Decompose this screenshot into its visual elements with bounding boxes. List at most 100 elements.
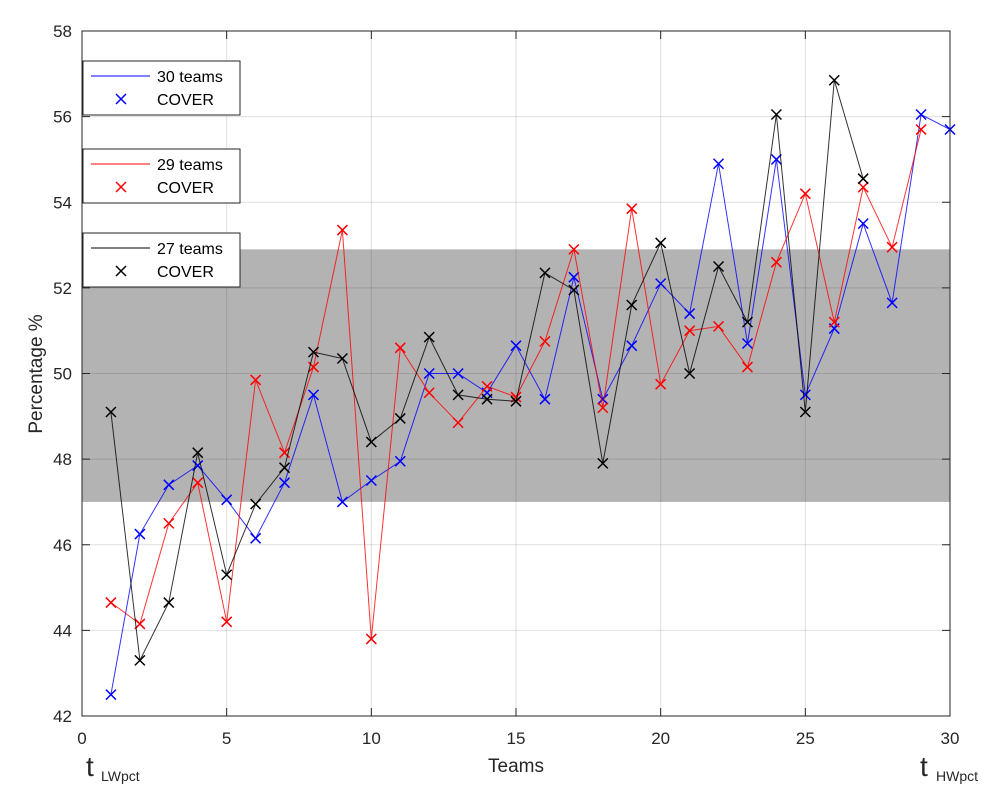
y-tick-label: 54 bbox=[53, 193, 72, 212]
data-point-30-teams bbox=[105, 689, 117, 701]
band-layer bbox=[82, 249, 950, 502]
data-point-29-teams bbox=[770, 256, 782, 268]
y-tick-label: 42 bbox=[53, 707, 72, 726]
data-point-30-teams bbox=[423, 367, 435, 380]
data-point-27-teams bbox=[597, 457, 609, 469]
legend-marker-swatch bbox=[115, 93, 127, 105]
data-point-30-teams bbox=[886, 297, 898, 309]
confidence-band bbox=[82, 249, 950, 502]
legend-frame bbox=[82, 60, 241, 116]
data-point-27-teams bbox=[481, 393, 493, 405]
x-annotation-left-sub: LWpct bbox=[101, 768, 140, 784]
data-point-30-teams bbox=[684, 308, 696, 320]
data-point-27-teams bbox=[510, 395, 522, 407]
data-point-27-teams bbox=[857, 173, 869, 185]
data-point-29-teams bbox=[684, 325, 696, 337]
data-point-29-teams bbox=[741, 361, 753, 373]
data-point-29-teams bbox=[539, 335, 551, 347]
data-point-27-teams bbox=[799, 406, 811, 418]
y-tick-label: 48 bbox=[53, 450, 72, 469]
x-tick-label: 5 bbox=[222, 729, 231, 748]
data-point-27-teams bbox=[279, 462, 291, 474]
y-tick-label: 46 bbox=[53, 536, 72, 555]
data-point-30-teams bbox=[770, 153, 782, 165]
data-point-27-teams bbox=[394, 412, 406, 424]
data-point-27-teams bbox=[713, 260, 725, 272]
data-point-29-teams bbox=[336, 224, 348, 236]
data-point-27-teams bbox=[336, 352, 348, 365]
data-point-30-teams bbox=[597, 393, 609, 405]
data-point-29-teams bbox=[713, 320, 725, 332]
data-point-30-teams bbox=[336, 496, 348, 508]
data-point-30-teams bbox=[307, 389, 319, 401]
series-layer bbox=[105, 74, 956, 701]
data-point-27-teams bbox=[134, 654, 146, 666]
x-annotation-left: t LWpct bbox=[86, 751, 140, 784]
legend-frame bbox=[82, 232, 241, 288]
data-point-29-teams bbox=[886, 241, 898, 253]
legend-layer: 30 teams COVER 29 teams COVER 27 teams COVER bbox=[82, 60, 241, 288]
x-tick-label: 10 bbox=[362, 729, 381, 748]
data-point-27-teams bbox=[250, 498, 262, 510]
data-point-27-teams bbox=[568, 284, 580, 296]
y-axis-label: Percentage % bbox=[26, 314, 47, 433]
legend-marker-label: COVER bbox=[157, 180, 214, 197]
data-point-30-teams bbox=[394, 455, 406, 467]
legend-marker-label: COVER bbox=[157, 92, 214, 109]
data-point-27-teams bbox=[828, 74, 840, 86]
data-point-29-teams bbox=[192, 477, 204, 489]
data-point-27-teams bbox=[452, 389, 464, 401]
data-point-29-teams bbox=[799, 188, 811, 200]
legend-box: 30 teams COVER bbox=[82, 60, 241, 116]
data-point-29-teams bbox=[423, 387, 435, 399]
x-annotation-right: t HWpct bbox=[920, 751, 978, 784]
data-point-30-teams bbox=[713, 158, 725, 170]
x-tick-label: 15 bbox=[507, 729, 526, 748]
data-point-29-teams bbox=[510, 391, 522, 403]
data-point-30-teams bbox=[134, 528, 146, 540]
data-point-30-teams bbox=[626, 340, 638, 352]
data-point-27-teams bbox=[307, 346, 319, 358]
data-point-27-teams bbox=[423, 331, 435, 343]
series-line-30-teams bbox=[110, 113, 951, 695]
data-point-27-teams bbox=[163, 597, 175, 609]
x-tick-label: 0 bbox=[77, 729, 86, 748]
y-tick-label: 52 bbox=[53, 279, 72, 298]
legend-box: 29 teams COVER bbox=[82, 148, 241, 204]
data-point-29-teams bbox=[481, 380, 493, 392]
data-point-30-teams bbox=[221, 494, 233, 506]
legend-line-label: 27 teams bbox=[157, 241, 223, 258]
data-point-27-teams bbox=[741, 316, 753, 328]
x-axis-label: Teams bbox=[488, 756, 544, 777]
data-point-27-teams bbox=[192, 447, 204, 459]
data-point-30-teams bbox=[568, 271, 580, 283]
legend-frame bbox=[82, 148, 241, 204]
legend-marker-swatch bbox=[115, 181, 127, 193]
data-point-29-teams bbox=[568, 243, 580, 255]
y-tick-label: 50 bbox=[53, 365, 72, 384]
data-point-29-teams bbox=[655, 378, 667, 390]
data-point-27-teams bbox=[684, 367, 696, 380]
axes-layer: 0 5 10 15 20 25 30 42 44 46 48 50 52 54 56 58 bbox=[53, 22, 959, 748]
data-point-30-teams bbox=[279, 477, 291, 489]
data-point-29-teams bbox=[626, 203, 638, 215]
y-tick-label: 56 bbox=[53, 108, 72, 127]
data-point-27-teams bbox=[365, 436, 377, 448]
x-annotation-right-base: t bbox=[920, 751, 928, 782]
data-point-30-teams bbox=[163, 479, 175, 491]
data-point-29-teams bbox=[250, 374, 262, 386]
data-point-29-teams bbox=[597, 402, 609, 414]
legend-line-label: 30 teams bbox=[157, 69, 223, 86]
legend-box: 27 teams COVER bbox=[82, 232, 241, 288]
data-point-30-teams bbox=[250, 532, 262, 544]
data-point-30-teams bbox=[452, 367, 464, 380]
data-point-29-teams bbox=[857, 181, 869, 193]
data-point-29-teams bbox=[105, 597, 117, 609]
x-tick-label: 20 bbox=[651, 729, 670, 748]
data-point-30-teams bbox=[655, 278, 667, 290]
data-point-29-teams bbox=[365, 633, 377, 645]
data-point-27-teams bbox=[221, 569, 233, 581]
data-point-30-teams bbox=[741, 338, 753, 350]
data-point-27-teams bbox=[770, 108, 782, 121]
